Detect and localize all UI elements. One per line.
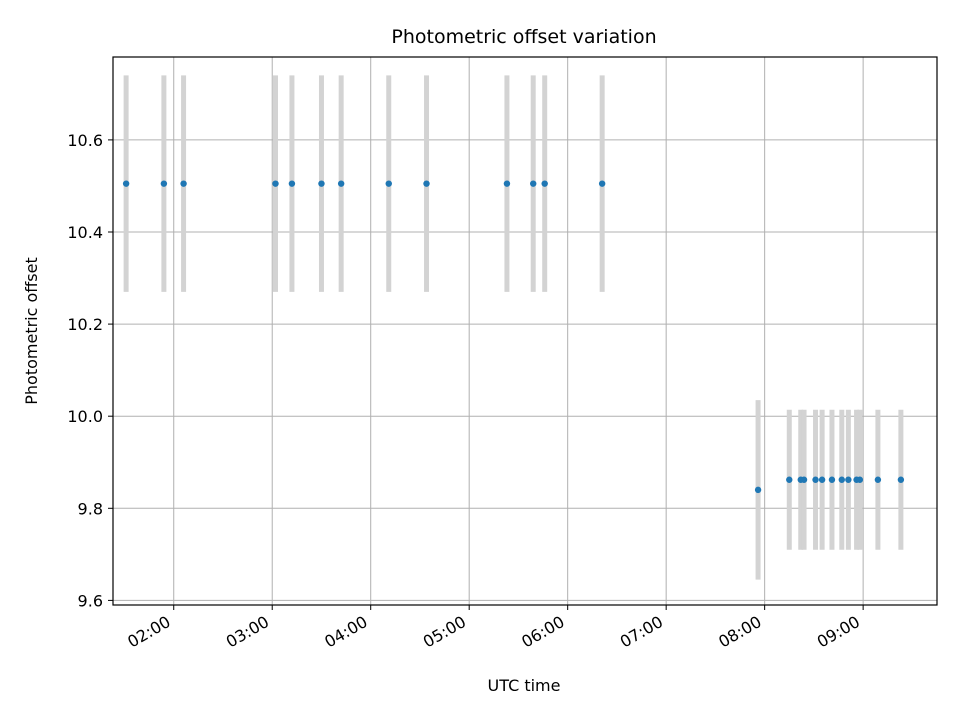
- data-point: [874, 476, 882, 483]
- y-tick-label: 10.2: [67, 315, 103, 334]
- data-point: [318, 180, 325, 187]
- data-point: [598, 180, 606, 187]
- y-tick-label: 10.4: [67, 223, 103, 242]
- data-point: [800, 476, 808, 483]
- chart-title: Photometric offset variation: [391, 26, 656, 48]
- data-point: [122, 180, 130, 187]
- data-point: [503, 180, 511, 187]
- y-tick-label: 9.8: [78, 499, 103, 518]
- data-point: [828, 476, 836, 483]
- plot-frame: [112, 56, 938, 606]
- data-point: [754, 486, 762, 494]
- data-point: [288, 180, 296, 187]
- data-point: [180, 180, 187, 187]
- data-point: [385, 180, 392, 187]
- data-point: [786, 476, 793, 483]
- data-point: [541, 180, 548, 187]
- x-axis-label: UTC time: [488, 676, 561, 695]
- y-axis-ticks: 9.6 9.8 10.0 10.2 10.4 10.6: [67, 131, 113, 610]
- data-point: [812, 476, 819, 483]
- y-axis-label: Photometric offset: [22, 257, 41, 405]
- grid: [113, 57, 937, 605]
- y-tick-label: 10.0: [67, 407, 103, 426]
- data-point: [818, 476, 826, 483]
- data-points: [122, 180, 905, 494]
- data-point: [160, 180, 168, 187]
- data-point: [845, 476, 852, 483]
- data-point: [838, 476, 845, 483]
- data-point: [423, 180, 430, 187]
- data-point: [856, 476, 864, 483]
- data-point: [272, 180, 279, 187]
- data-point: [897, 476, 905, 483]
- y-tick-label: 10.6: [67, 131, 103, 150]
- data-point: [337, 180, 345, 187]
- y-tick-label: 9.6: [78, 591, 103, 610]
- data-point: [530, 180, 537, 187]
